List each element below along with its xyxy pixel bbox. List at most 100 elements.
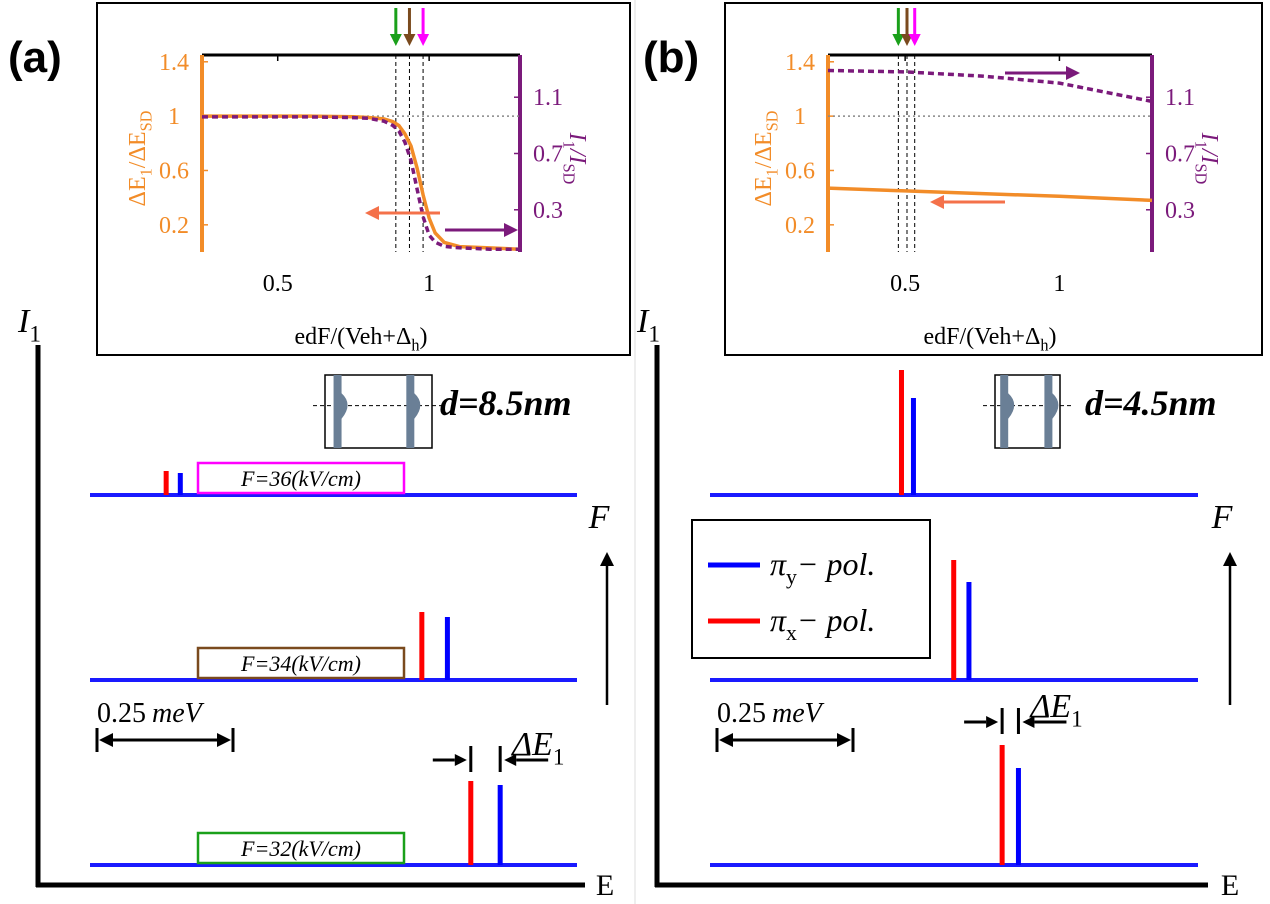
arrow-head	[389, 34, 402, 46]
text-part: ΔE	[510, 726, 553, 763]
arrow-head	[403, 34, 416, 46]
d-label: d=8.5nm	[440, 383, 572, 423]
y-tick-label: 0.6	[159, 158, 189, 184]
subscript: 1	[1071, 707, 1083, 733]
subscript: 1	[648, 322, 660, 348]
y2-tick-label: 0.7	[1165, 142, 1195, 168]
blue-peak	[444, 617, 450, 680]
icon-frame	[994, 374, 1061, 449]
y-tick-label: 1	[168, 104, 180, 130]
subscript: SD	[137, 110, 156, 131]
y-axis-label: ΔE1/ΔESD	[751, 110, 782, 206]
text-part: edF/(Veh+Δ	[923, 324, 1040, 350]
x-axis-label: edF/(Veh+Δh)	[294, 324, 427, 355]
y2-axis-label: I1/ISD	[559, 132, 590, 185]
text-part: ΔE	[1028, 688, 1071, 725]
legend-label: πy− pol.	[770, 546, 875, 589]
text-part: π	[770, 546, 787, 582]
icon-well	[1044, 375, 1059, 448]
arrow-head	[892, 34, 905, 46]
scale-bar-label: 0.25 meV	[97, 698, 205, 729]
subscript: SD	[1191, 163, 1210, 184]
text-part: − pol.	[797, 602, 875, 638]
arrow-head	[217, 733, 231, 747]
subscript: 1	[137, 168, 156, 176]
field-label: F	[588, 499, 611, 536]
subscript: SD	[559, 163, 578, 184]
red-peak	[951, 560, 957, 680]
arrow-head	[900, 34, 913, 46]
text-part: edF/(Veh+Δ	[294, 324, 411, 350]
x-tick-label: 1	[1053, 271, 1065, 297]
subscript: 1	[763, 168, 782, 176]
text-part: /ΔE	[125, 131, 151, 168]
arrow-head	[930, 195, 944, 209]
panel-label: (b)	[643, 33, 699, 82]
x-tick-label: 1	[423, 271, 435, 297]
red-peak	[468, 781, 474, 865]
inset-frame	[96, 2, 631, 356]
text-part: ΔE	[125, 176, 151, 206]
text-part: − pol.	[797, 546, 875, 582]
arrow-head	[365, 206, 379, 220]
arrow-head	[908, 34, 921, 46]
text-part: ΔE	[751, 176, 777, 206]
subscript: h	[1040, 336, 1048, 355]
subscript: 1	[29, 322, 41, 348]
inset-frame	[724, 2, 1263, 356]
y2-tick-label: 0.3	[533, 198, 563, 224]
y-tick-label: 1.4	[159, 50, 189, 76]
subscript: x	[786, 621, 797, 645]
red-peak	[999, 745, 1005, 865]
text-part: I	[17, 303, 31, 340]
icon-frame	[324, 374, 433, 449]
y2-axis-label: I1/ISD	[1191, 132, 1222, 185]
intensity-label: I1	[636, 303, 660, 348]
y2-tick-label: 0.3	[1165, 198, 1195, 224]
field-value-label: F=34(kV/cm)	[240, 651, 361, 676]
scale-bar-label: 0.25 meV	[717, 698, 825, 729]
legend-label: πx− pol.	[770, 602, 875, 645]
y-tick-label: 0.2	[159, 213, 189, 239]
scale-bar-unit: meV	[772, 698, 825, 729]
red-peak	[898, 370, 904, 495]
scale-bar-value: 0.25	[717, 698, 766, 729]
y2-tick-label: 1.1	[533, 85, 563, 111]
arrow-head	[1022, 716, 1035, 728]
blue-peak	[910, 398, 916, 495]
intensity-label: I1	[17, 303, 41, 348]
text-part: I	[636, 303, 650, 340]
y-tick-label: 1.4	[785, 50, 815, 76]
text-part: I	[564, 132, 590, 142]
blue-peak	[497, 785, 503, 865]
delta-label: ΔE1	[1028, 688, 1082, 733]
arrow-head	[454, 754, 467, 766]
subscript: y	[786, 565, 797, 589]
arrow-head	[1066, 66, 1080, 80]
y2-tick-label: 1.1	[1165, 85, 1195, 111]
y-axis-label: ΔE1/ΔESD	[125, 110, 156, 206]
red-peak	[163, 471, 169, 495]
text-part: )	[1049, 324, 1057, 350]
scale-bar-value: 0.25	[97, 698, 146, 729]
subscript: SD	[763, 110, 782, 131]
y2-tick-label: 0.7	[533, 142, 563, 168]
icon-well	[333, 375, 348, 448]
icon-well	[406, 375, 421, 448]
text-part: )	[420, 324, 428, 350]
subscript: 1	[553, 745, 565, 771]
icon-well	[1000, 375, 1015, 448]
field-label-box	[196, 831, 406, 865]
field-label: F	[1211, 499, 1234, 536]
arrow-head	[719, 733, 733, 747]
subscript: h	[411, 336, 419, 355]
y-tick-label: 0.2	[785, 213, 815, 239]
text-part: /I	[1196, 147, 1222, 165]
legend-box	[691, 519, 931, 659]
d-label: d=4.5nm	[1085, 383, 1217, 423]
field-label-box	[196, 646, 406, 680]
panel-label: (a)	[8, 33, 62, 82]
energy-label: E	[1221, 869, 1239, 902]
